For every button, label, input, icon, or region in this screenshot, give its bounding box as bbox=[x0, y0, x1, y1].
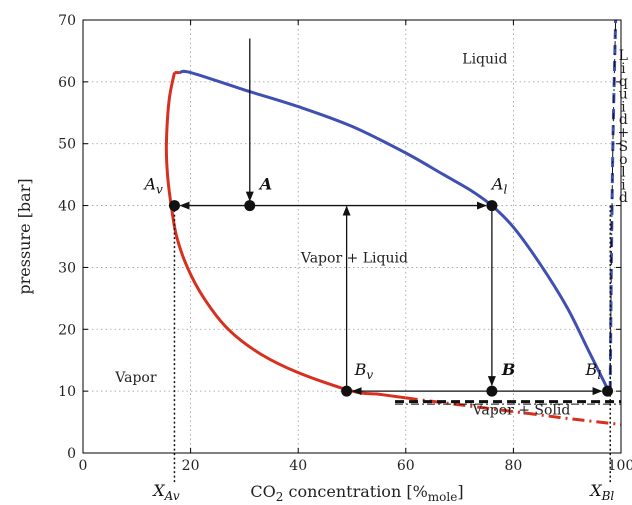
bubble-curve bbox=[179, 69, 612, 395]
plot-frame bbox=[82, 19, 622, 454]
point-label-a: A bbox=[258, 175, 272, 194]
region-label-liquid: Liquid bbox=[462, 51, 507, 67]
y-axis-label: pressure [bar] bbox=[15, 178, 34, 294]
y-tick-label: 40 bbox=[58, 199, 76, 215]
region-label-vapor: Vapor bbox=[114, 370, 157, 386]
region-label-liquid-solid-char: i bbox=[621, 99, 626, 115]
point-b bbox=[486, 385, 498, 397]
x-tick-label: 0 bbox=[79, 458, 88, 474]
point-b-l bbox=[602, 385, 614, 397]
y-tick-label: 20 bbox=[58, 322, 76, 338]
point-label-b: B bbox=[501, 360, 516, 379]
y-tick-label: 10 bbox=[58, 384, 76, 400]
point-a bbox=[244, 200, 256, 212]
x-tick-label: 40 bbox=[289, 458, 307, 474]
point-label-b-v: Bv bbox=[354, 360, 374, 382]
point-label-a-v: Av bbox=[142, 175, 163, 197]
region-label-liquid-solid-char: L bbox=[619, 48, 628, 64]
state-points bbox=[168, 200, 614, 397]
region-label-liquid-solid-char: + bbox=[617, 125, 629, 141]
x-tick-label: 20 bbox=[182, 458, 200, 474]
x-tick-label: 100 bbox=[608, 458, 632, 474]
process-arrows bbox=[179, 38, 603, 396]
region-label-liquid-solid-char: u bbox=[619, 87, 628, 103]
x-axis-label: CO2 concentration [%mole] bbox=[250, 482, 463, 504]
region-label-vapor-liquid: Vapor + Liquid bbox=[300, 250, 408, 266]
region-label-liquid-solid-char: i bbox=[621, 177, 626, 193]
x-tick-label: 80 bbox=[504, 458, 522, 474]
y-tick-label: 50 bbox=[58, 137, 76, 153]
point-label-b-l: Bl bbox=[585, 360, 602, 382]
y-tick-label: 30 bbox=[58, 260, 76, 276]
y-tick-label: 60 bbox=[58, 75, 76, 91]
grid bbox=[82, 19, 622, 454]
region-label-liquid-solid-char: q bbox=[619, 74, 628, 90]
region-label-liquid-solid-char: l bbox=[621, 165, 626, 181]
point-a-l bbox=[486, 200, 498, 212]
bottom-label-x-bl: XBl bbox=[588, 481, 614, 503]
bottom-label-x-av: XAv bbox=[151, 481, 180, 503]
y-tick-label: 70 bbox=[58, 13, 76, 29]
region-label-liquid-solid-char: i bbox=[621, 61, 626, 77]
point-label-a-l: Al bbox=[490, 175, 508, 197]
y-tick-label: 0 bbox=[67, 446, 76, 462]
x-tick-label: 60 bbox=[397, 458, 415, 474]
region-label-liquid-solid-char: S bbox=[619, 139, 629, 155]
point-b-v bbox=[341, 385, 353, 397]
region-label-liquid-solid-char: d bbox=[619, 190, 628, 206]
region-label-liquid-solid-char: d bbox=[619, 112, 628, 128]
region-label-vapor-solid: Vapor + Solid bbox=[472, 403, 571, 419]
dew-curve bbox=[164, 72, 406, 400]
region-label-liquid-solid-char: o bbox=[619, 152, 627, 168]
point-a-v bbox=[168, 200, 180, 212]
